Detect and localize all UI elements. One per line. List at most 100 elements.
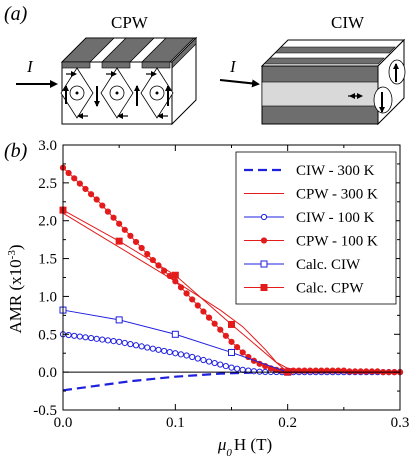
ciw-front-light-band — [261, 81, 379, 107]
legend-label: CPW - 100 K — [296, 234, 378, 250]
data-point-cpw-100-k — [211, 320, 218, 327]
x-axis-label-mu: μ — [217, 435, 227, 454]
legend-marker — [260, 283, 268, 291]
data-point-ciw-100-k — [177, 351, 185, 358]
data-point-cpw-100-k — [189, 296, 196, 303]
legend-marker — [260, 260, 268, 268]
data-point-cpw-100-k — [357, 368, 364, 375]
y-tick-label: 3.0 — [38, 138, 57, 154]
data-point-cpw-100-k — [127, 232, 134, 239]
data-point-cpw-100-k — [76, 180, 83, 187]
data-point-ciw-100-k — [189, 353, 196, 361]
ciw-schematic: CIW I — [219, 13, 406, 126]
y-axis-label-main: AMR (x10 — [6, 259, 25, 333]
y-tick-label: 2.5 — [38, 176, 57, 192]
legend-label: CIW - 300 K — [296, 163, 375, 179]
data-point-ciw-100-k — [200, 356, 207, 364]
x-tick-label: 0.0 — [54, 415, 73, 431]
cpw-vortex-1 — [69, 85, 85, 101]
y-tick-label: 0.0 — [38, 365, 57, 381]
data-point-calc-ciw — [115, 316, 123, 324]
data-point-calc-cpw — [228, 320, 236, 328]
data-point-cpw-100-k — [172, 278, 179, 285]
data-point-cpw-100-k — [87, 191, 95, 198]
y-axis-label-exponent: -3 — [6, 250, 18, 260]
data-point-ciw-100-k — [127, 341, 134, 348]
data-point-ciw-100-k — [132, 342, 140, 349]
data-point-cpw-100-k — [144, 250, 151, 258]
data-point-calc-cpw — [171, 271, 179, 279]
ciw-title: CIW — [331, 13, 365, 32]
data-point-ciw-100-k — [144, 344, 151, 351]
panel-a-label: (a) — [4, 3, 28, 25]
legend-label: CPW - 300 K — [296, 187, 378, 203]
legend: CIW - 300 K CPW - 300 K CIW - 100 K CPW - 1… — [235, 151, 397, 305]
data-point-ciw-100-k — [71, 332, 78, 339]
data-point-cpw-100-k — [71, 175, 78, 182]
data-point-ciw-100-k — [116, 338, 123, 345]
y-axis-ticks: -0.5 0.0 0.5 1.0 1.5 2.0 2.5 3.0 — [33, 138, 400, 419]
data-point-cpw-100-k — [104, 208, 112, 215]
cpw-current-label: I — [26, 57, 34, 76]
plot-curves — [59, 164, 404, 392]
data-point-ciw-100-k — [65, 331, 72, 339]
data-point-cpw-100-k — [200, 308, 207, 315]
cpw-front-stripe-1 — [61, 61, 91, 69]
data-point-ciw-100-k — [121, 339, 128, 347]
data-point-ciw-100-k — [82, 334, 89, 341]
x-axis-ticks: 0.0 0.1 0.2 0.3 — [54, 145, 410, 431]
data-point-cpw-100-k — [346, 368, 353, 375]
data-point-cpw-100-k — [110, 214, 117, 221]
data-point-cpw-100-k — [194, 302, 201, 309]
data-point-cpw-100-k — [166, 272, 173, 280]
legend-entry-calc-cpw: Calc. CPW — [244, 281, 364, 297]
data-point-ciw-100-k — [155, 346, 162, 353]
x-tick-label: 0.1 — [166, 415, 185, 431]
data-point-ciw-100-k — [205, 358, 213, 365]
data-point-ciw-100-k — [110, 338, 117, 345]
data-point-ciw-100-k — [76, 333, 83, 340]
x-tick-label: 0.3 — [391, 415, 410, 431]
data-point-cpw-100-k — [374, 368, 381, 375]
data-point-cpw-100-k — [205, 314, 213, 321]
data-point-cpw-100-k — [363, 368, 370, 375]
data-point-cpw-100-k — [222, 332, 229, 339]
data-point-ciw-100-k — [166, 348, 173, 356]
y-tick-label: 1.0 — [38, 289, 57, 305]
legend-label: Calc. CIW — [296, 257, 361, 273]
x-axis-label-unit: H (T) — [234, 435, 272, 454]
data-point-cpw-100-k — [116, 220, 123, 227]
data-point-cpw-100-k — [234, 344, 241, 351]
data-point-ciw-100-k — [93, 335, 100, 342]
ciw-current-arrow — [219, 79, 260, 88]
legend-label: Calc. CPW — [296, 281, 364, 297]
data-point-cpw-100-k — [138, 244, 145, 252]
data-point-cpw-100-k — [217, 326, 224, 333]
data-point-cpw-100-k — [93, 196, 100, 203]
y-tick-label: -0.5 — [33, 403, 57, 419]
data-point-ciw-100-k — [250, 368, 258, 375]
data-point-ciw-100-k — [138, 343, 145, 350]
legend-entry-cpw-300-k: CPW - 300 K — [244, 187, 378, 203]
data-point-ciw-100-k — [194, 355, 201, 362]
cpw-vortex-2 — [109, 85, 125, 101]
data-point-cpw-100-k — [368, 368, 376, 375]
cpw-vortex-3 — [149, 85, 165, 101]
data-point-cpw-100-k — [82, 185, 89, 193]
panel-b-label: (b) — [4, 140, 28, 162]
amr-chart: 0.0 0.1 0.2 0.3 -0.50.00.51.01.52.02.53.0 μ… — [6, 138, 409, 459]
legend-entry-ciw-100-k: CIW - 100 K — [244, 210, 375, 226]
cpw-title: CPW — [111, 13, 149, 32]
y-tick-label: 1.5 — [38, 252, 57, 268]
data-point-ciw-100-k — [161, 347, 168, 355]
cpw-front-stripe-2 — [101, 61, 131, 69]
ciw-current-label: I — [229, 57, 237, 76]
data-point-cpw-100-k — [132, 238, 140, 246]
data-point-ciw-100-k — [183, 352, 190, 359]
data-point-ciw-100-k — [149, 345, 156, 352]
data-point-cpw-100-k — [177, 284, 185, 291]
y-tick-label: 0.5 — [38, 327, 57, 343]
ciw-top-stripe-1 — [263, 57, 385, 65]
data-point-ciw-100-k — [104, 337, 112, 344]
